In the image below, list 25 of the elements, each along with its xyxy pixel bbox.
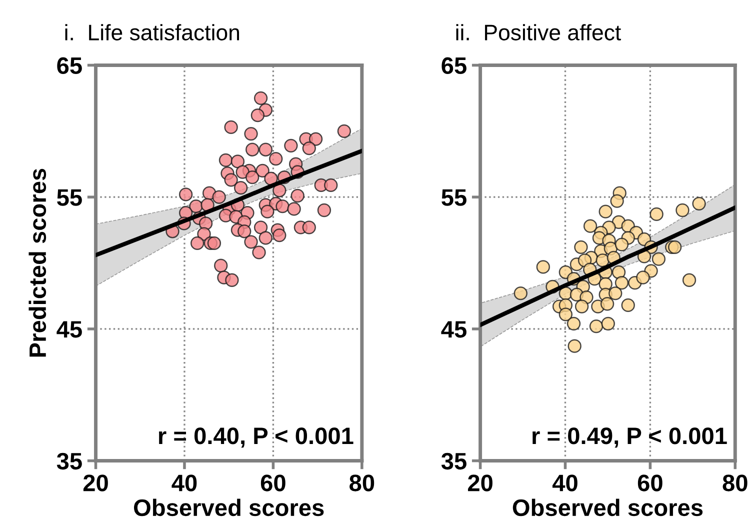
y-tick-label: 35 xyxy=(56,452,82,470)
x-tick-label: 20 xyxy=(468,474,492,492)
x-tick-label: 80 xyxy=(722,474,748,492)
x-tick-label: 60 xyxy=(638,474,662,492)
y-tick-label: 65 xyxy=(57,57,82,74)
y-tick-label: 35 xyxy=(441,452,466,470)
chart-title: i. Life satisfaction xyxy=(65,24,240,40)
x-tick-label: 20 xyxy=(83,474,108,492)
x-axis-title: Observed scores xyxy=(512,498,703,516)
annotation: r = 0.49, P < 0.001 xyxy=(532,428,727,448)
y-tick-label: 45 xyxy=(56,321,82,338)
y-tick-label: 55 xyxy=(57,189,82,206)
x-tick-label: 60 xyxy=(260,474,286,492)
y-axis-title: Predicted scores xyxy=(28,168,46,357)
x-tick-label: 40 xyxy=(552,474,578,492)
y-tick-label: 55 xyxy=(442,189,466,206)
line-series xyxy=(96,148,362,258)
x-tick-label: 80 xyxy=(350,474,374,492)
x-axis-title: Observed scores xyxy=(134,498,324,516)
y-tick-label: 65 xyxy=(442,57,466,74)
chart-title: ii. Positive affect xyxy=(456,24,621,40)
y-tick-label: 45 xyxy=(441,321,466,338)
x-tick-label: 40 xyxy=(172,474,197,492)
line-series xyxy=(480,206,736,328)
annotation: r = 0.40, P < 0.001 xyxy=(159,428,354,448)
